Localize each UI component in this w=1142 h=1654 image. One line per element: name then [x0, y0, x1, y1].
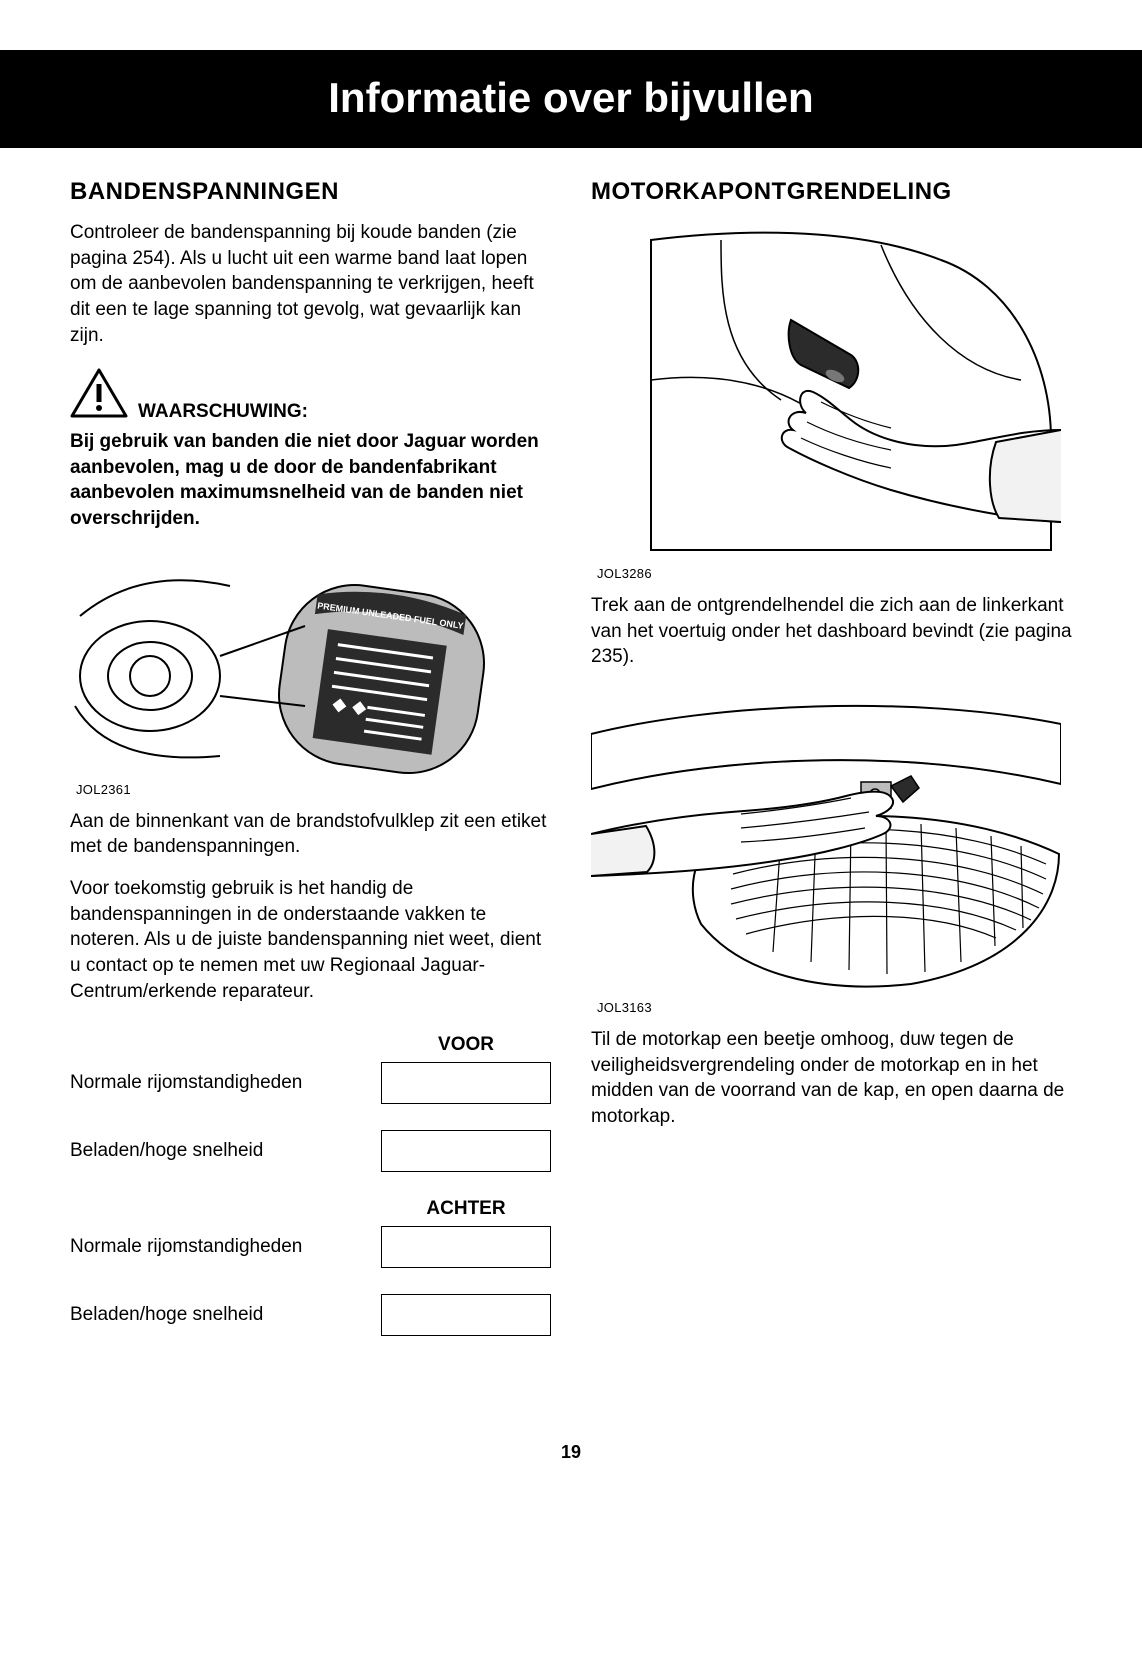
front-normal-input[interactable] [381, 1062, 551, 1104]
warning-block: WAARSCHUWING: Bij gebruik van banden die… [70, 368, 551, 532]
figure-fuel-flap: PREMIUM UNLEADED FUEL ONLY [70, 556, 551, 776]
figure-3-caption: JOL3163 [597, 1000, 1072, 1015]
front-loaded-label: Beladen/hoge snelheid [70, 1140, 263, 1162]
rear-loaded-input[interactable] [381, 1294, 551, 1336]
figure-bonnet-safety-catch [591, 694, 1072, 994]
front-header: VOOR [381, 1034, 551, 1056]
figure-bonnet-release-lever [591, 230, 1072, 560]
front-loaded-input[interactable] [381, 1130, 551, 1172]
left-heading: BANDENSPANNINGEN [70, 178, 551, 206]
front-loaded-row: Beladen/hoge snelheid [70, 1130, 551, 1172]
rear-loaded-row: Beladen/hoge snelheid [70, 1294, 551, 1336]
content-columns: BANDENSPANNINGEN Controleer de bandenspa… [0, 178, 1142, 1362]
rear-header: ACHTER [381, 1198, 551, 1220]
rear-normal-label: Normale rijomstandigheden [70, 1236, 302, 1258]
figure-2-caption: JOL3286 [597, 566, 1072, 581]
rear-loaded-label: Beladen/hoge snelheid [70, 1304, 263, 1326]
left-intro: Controleer de bandenspanning bij koude b… [70, 220, 551, 348]
rear-normal-row: Normale rijomstandigheden [70, 1226, 551, 1268]
warning-head: WAARSCHUWING: [70, 368, 551, 423]
right-para-1: Trek aan de ontgrendelhendel die zich aa… [591, 593, 1072, 670]
pressure-table: VOOR Normale rijomstandigheden Beladen/h… [70, 1034, 551, 1336]
figure-1-caption: JOL2361 [76, 782, 551, 797]
title-bar: Informatie over bijvullen [0, 50, 1142, 148]
page-title: Informatie over bijvullen [0, 74, 1142, 122]
left-para-2: Aan de binnenkant van de brandstofvulkle… [70, 809, 551, 860]
right-para-2: Til de motorkap een beetje omhoog, duw t… [591, 1027, 1072, 1130]
rear-normal-input[interactable] [381, 1226, 551, 1268]
front-normal-label: Normale rijomstandigheden [70, 1072, 302, 1094]
page-number: 19 [0, 1442, 1142, 1503]
left-para-3: Voor toekomstig gebruik is het handig de… [70, 876, 551, 1004]
warning-text: Bij gebruik van banden die niet door Jag… [70, 429, 551, 532]
right-heading: MOTORKAPONTGRENDELING [591, 178, 1072, 206]
warning-label: WAARSCHUWING: [138, 401, 308, 423]
left-column: BANDENSPANNINGEN Controleer de bandenspa… [70, 178, 551, 1362]
right-column: MOTORKAPONTGRENDELING [591, 178, 1072, 1362]
front-normal-row: Normale rijomstandigheden [70, 1062, 551, 1104]
warning-icon [70, 368, 128, 423]
page: Informatie over bijvullen BANDENSPANNING… [0, 50, 1142, 1503]
